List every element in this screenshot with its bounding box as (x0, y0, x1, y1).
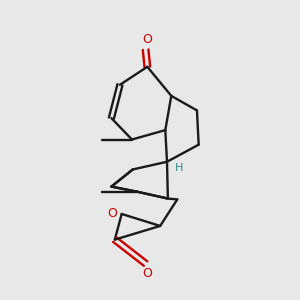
Text: H: H (175, 163, 183, 173)
Text: O: O (142, 33, 152, 46)
Text: O: O (142, 267, 152, 280)
Text: O: O (107, 208, 117, 220)
